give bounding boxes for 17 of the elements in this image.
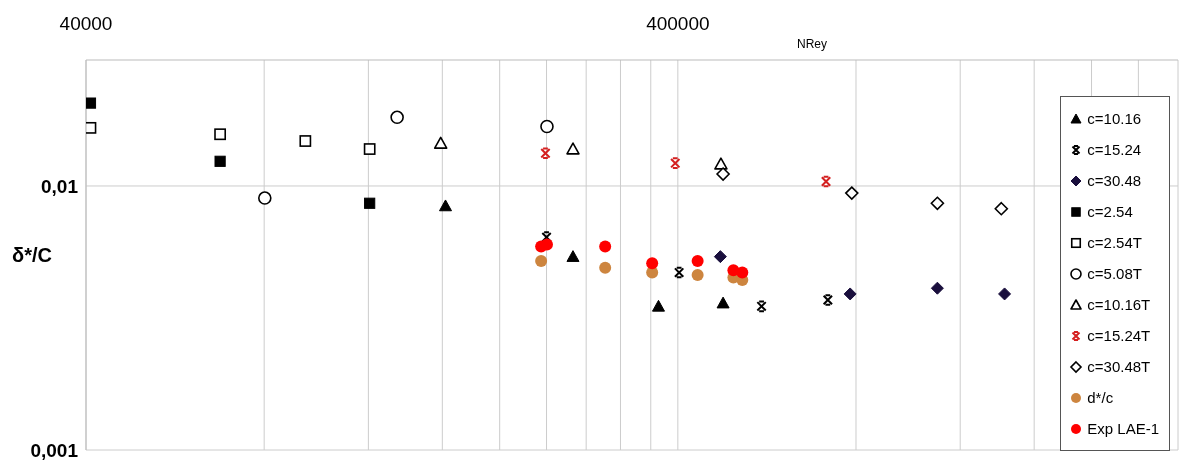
y-tick-label: 0,001 — [30, 439, 79, 461]
legend-label: c=30.48 — [1087, 172, 1142, 189]
legend-label: c=15.24 — [1087, 141, 1142, 158]
legend-label: c=30.48T — [1087, 358, 1151, 375]
x-tick-label: 400000 — [646, 13, 710, 34]
x-axis-title: NRey — [796, 37, 828, 51]
legend-label: Exp LAE-1 — [1087, 420, 1159, 437]
legend-label: c=15.24T — [1087, 327, 1151, 344]
legend-label: c=10.16 — [1087, 110, 1142, 127]
legend-label: c=2.54T — [1087, 234, 1142, 251]
legend-label: c=10.16T — [1087, 296, 1151, 313]
legend-label: c=2.54 — [1087, 203, 1133, 220]
y-axis-title: δ*/C — [12, 244, 52, 267]
legend-label: c=5.08T — [1087, 265, 1142, 282]
legend-label: d*/c — [1087, 389, 1114, 406]
x-tick-label: 40000 — [59, 13, 113, 34]
y-tick-label: 0,01 — [41, 175, 79, 197]
